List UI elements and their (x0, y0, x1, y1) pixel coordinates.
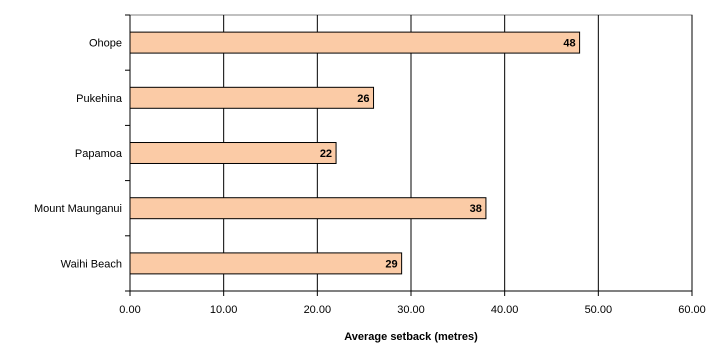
category-label-0: Ohope (89, 38, 122, 50)
category-label-4: Waihi Beach (61, 258, 122, 270)
x-tick-label-0: 0.00 (119, 304, 140, 316)
bar-3 (129, 197, 487, 220)
x-tick-label-3: 30.00 (397, 304, 425, 316)
x-tick-label-2: 20.00 (304, 304, 332, 316)
x-tick-label-6: 60.00 (678, 304, 706, 316)
gridlines (223, 15, 693, 291)
data-labels: 48 26 22 38 29 (320, 38, 576, 271)
data-label-2: 22 (320, 148, 332, 160)
x-tick-label-5: 50.00 (585, 304, 613, 316)
bar-0 (129, 31, 581, 54)
x-axis-title: Average setback (metres) (344, 331, 478, 343)
x-tick-label-4: 40.00 (491, 304, 519, 316)
bar-2 (129, 142, 337, 164)
data-label-1: 26 (357, 93, 369, 105)
bar-1 (129, 86, 375, 109)
data-label-3: 38 (470, 203, 482, 215)
category-labels: Ohope Pukehina Papamoa Mount Maunganui Waihi… (34, 14, 130, 292)
category-label-3: Mount Maunganui (34, 203, 122, 215)
category-label-1: Pukehina (76, 93, 123, 105)
data-label-0: 48 (563, 38, 575, 50)
x-tick-label-1: 10.00 (210, 304, 238, 316)
category-label-2: Papamoa (75, 148, 123, 160)
data-label-4: 29 (385, 258, 397, 270)
bar-4 (129, 252, 403, 275)
x-tick-labels: 0.00 10.00 20.00 30.00 40.00 50.00 60.00 (119, 291, 706, 316)
bars (129, 31, 581, 275)
